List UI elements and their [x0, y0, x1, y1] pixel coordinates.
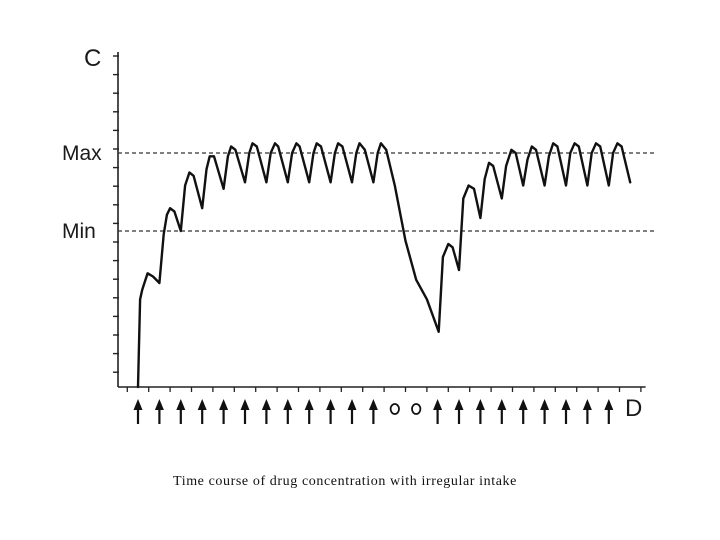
dose-arrow — [433, 399, 443, 424]
reference-label-max: Max — [62, 142, 102, 165]
dose-arrow — [326, 399, 336, 424]
series-layer — [136, 142, 632, 389]
y-axis — [113, 52, 119, 387]
dose-arrow — [197, 399, 207, 424]
dose-arrow — [540, 399, 550, 424]
dose-arrow — [304, 399, 314, 424]
y-axis-label: C — [84, 45, 101, 72]
reference-label-min: Min — [62, 220, 96, 243]
dose-arrow — [347, 399, 357, 424]
x-axis-label: D — [625, 395, 642, 422]
missed-dose-circle — [389, 403, 400, 415]
concentration-chart: Max Min C D — [62, 45, 655, 424]
concentration-curve — [136, 142, 632, 389]
dose-arrow — [176, 399, 186, 424]
figure-caption: Time course of drug concentration with i… — [173, 474, 517, 489]
dose-arrow — [518, 399, 528, 424]
dose-arrow — [283, 399, 293, 424]
dose-arrow — [261, 399, 271, 424]
dose-arrow — [154, 399, 164, 424]
dose-arrow — [497, 399, 507, 424]
dose-arrow — [219, 399, 229, 424]
reference-lines: Max Min — [62, 142, 655, 243]
dose-arrow — [133, 399, 143, 424]
missed-dose-circle — [411, 403, 422, 415]
dose-arrow — [582, 399, 592, 424]
x-axis — [118, 386, 646, 392]
dose-arrow — [604, 399, 614, 424]
dose-arrow — [454, 399, 464, 424]
dose-arrow — [475, 399, 485, 424]
dose-arrow — [561, 399, 571, 424]
dose-markers — [133, 399, 614, 424]
dose-arrow — [368, 399, 378, 424]
dose-arrow — [240, 399, 250, 424]
